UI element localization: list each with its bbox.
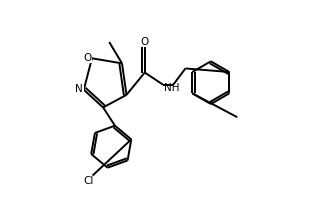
Text: NH: NH bbox=[164, 83, 180, 93]
Text: O: O bbox=[83, 53, 92, 63]
Text: Cl: Cl bbox=[84, 176, 94, 186]
Text: O: O bbox=[141, 37, 149, 47]
Text: N: N bbox=[75, 84, 83, 94]
